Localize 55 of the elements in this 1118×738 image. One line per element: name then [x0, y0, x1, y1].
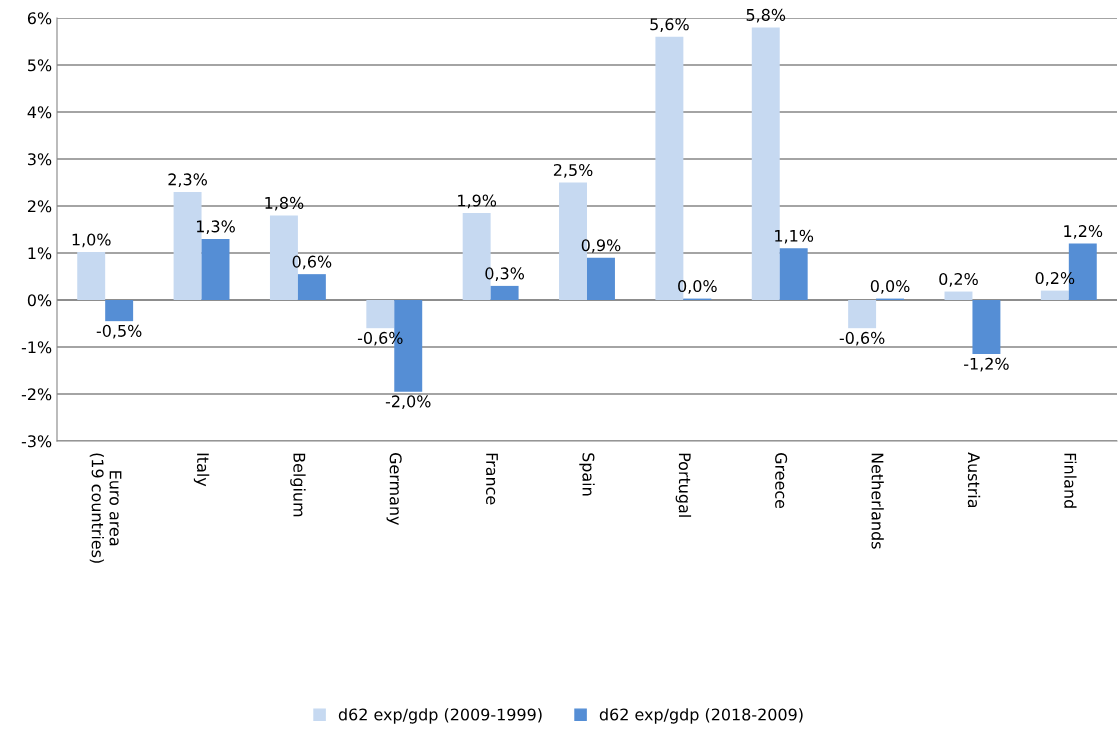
- data-label: -0,5%: [96, 324, 142, 339]
- data-label: 1,1%: [775, 229, 814, 244]
- data-label: 5,8%: [746, 8, 786, 23]
- y-tick-label: 0%: [27, 294, 52, 307]
- y-tick-label: 5%: [28, 59, 52, 72]
- x-tick-label: Netherlands: [871, 453, 884, 549]
- legend-label: d62 exp/gdp (2009-1999): [338, 708, 542, 724]
- bar: [366, 300, 395, 329]
- bar: [105, 300, 134, 322]
- data-label: 1,3%: [196, 220, 235, 235]
- data-label: -1,2%: [964, 357, 1009, 372]
- x-tick-label: Greece: [775, 453, 788, 509]
- bar: [944, 291, 973, 300]
- data-label: 0,6%: [292, 255, 332, 270]
- data-label: 1,2%: [1064, 225, 1103, 239]
- y-tick-label: 4%: [27, 106, 52, 119]
- y-tick-label: -3%: [21, 435, 52, 448]
- x-tick-label: Spain: [579, 453, 595, 496]
- bar: [201, 238, 230, 300]
- x-tick-label: Germany: [386, 453, 402, 526]
- y-tick-label: -2%: [21, 388, 52, 401]
- data-label: 0,0%: [678, 280, 717, 294]
- data-label: -0,6%: [839, 331, 885, 346]
- data-label: 5,6%: [650, 18, 689, 32]
- bar: [848, 300, 877, 329]
- y-tick-label: 1%: [28, 247, 52, 260]
- x-tick-label: Portugal: [675, 453, 692, 517]
- legend-label: d62 exp/gdp (2018-2009): [599, 708, 803, 724]
- data-label: 0,2%: [939, 272, 978, 287]
- data-label: -2,0%: [385, 395, 431, 410]
- y-tick-label: 6%: [27, 12, 52, 25]
- data-label: 1,9%: [458, 194, 497, 209]
- x-tick-label: Austria: [967, 452, 981, 508]
- data-label: 0,3%: [485, 267, 525, 282]
- data-label: 1,8%: [265, 196, 304, 211]
- bar: [972, 300, 1001, 355]
- data-label: 2,5%: [553, 163, 593, 178]
- x-tick-label: Italy: [193, 453, 210, 487]
- x-tick-label: France: [486, 453, 498, 505]
- bar: [779, 248, 808, 300]
- bar: [587, 257, 615, 300]
- x-tick-label: Euro area (19 countries): [89, 453, 122, 563]
- bar: [297, 274, 326, 300]
- data-label: 0,9%: [581, 239, 621, 253]
- y-tick-label: -1%: [21, 341, 52, 354]
- x-tick-label: Finland: [1064, 453, 1077, 508]
- bar: [490, 285, 519, 300]
- data-label: 1,0%: [72, 233, 111, 248]
- x-tick-label: Belgium: [290, 453, 306, 517]
- y-tick-label: 3%: [28, 153, 52, 166]
- data-label: 2,3%: [168, 173, 207, 188]
- bar: [1040, 290, 1069, 300]
- data-label: 0,0%: [870, 280, 910, 294]
- bar: [77, 252, 106, 300]
- y-tick-label: 2%: [27, 200, 52, 213]
